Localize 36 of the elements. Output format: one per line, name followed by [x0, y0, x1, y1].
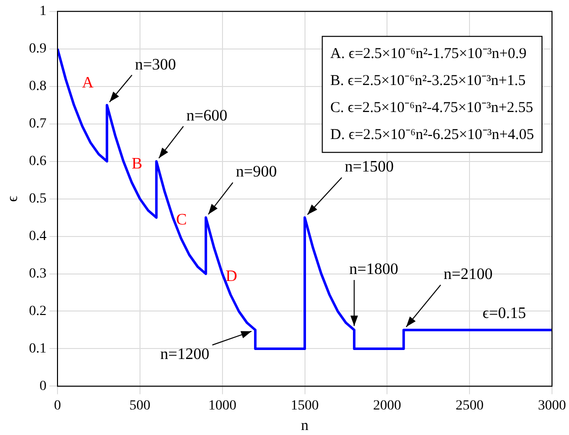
y-tick-label: 0.4 [29, 228, 46, 244]
annotation: D [226, 268, 238, 285]
x-tick-label: 500 [129, 398, 150, 414]
x-tick-label: 3000 [538, 398, 566, 414]
annotation: B. ϵ=2.5×10⁻⁶n²-3.25×10⁻³n+1.5 [330, 72, 526, 89]
annotation: n=1500 [344, 158, 394, 176]
annotation: ϵ=0.15 [482, 305, 526, 322]
y-tick-label: 0.2 [29, 304, 46, 319]
y-tick-label: 0.3 [29, 266, 46, 282]
annotation: n=300 [134, 56, 176, 74]
y-axis-title: ϵ [4, 196, 21, 202]
x-tick-label: 0 [54, 398, 61, 414]
x-axis-title: n [301, 418, 309, 434]
x-tick-label: 2500 [456, 398, 484, 414]
annotation: n=1200 [160, 346, 210, 364]
x-tick-label: 2000 [373, 398, 402, 414]
x-tick-label: 1000 [208, 398, 236, 414]
annotation: n=1800 [349, 261, 398, 278]
annotation: D. ϵ=2.5×10⁻⁶n²-6.25×10⁻³n+4.05 [330, 126, 534, 143]
y-tick-label: 0.8 [29, 79, 46, 94]
y-tick-label: 0.5 [29, 191, 46, 206]
y-tick-label: 0 [40, 378, 46, 394]
annotation: n=900 [236, 164, 277, 181]
annotation: B [132, 156, 142, 173]
y-tick-label: 1 [40, 4, 46, 20]
annotation: A. ϵ=2.5×10⁻⁶n²-1.75×10⁻³n+0.9 [330, 46, 527, 62]
annotation: C [176, 212, 187, 229]
x-tick-label: 1500 [290, 398, 319, 414]
y-tick-label: 0.9 [29, 42, 46, 57]
annotation: C. ϵ=2.5×10⁻⁶n²-4.75×10⁻³n+2.55 [330, 100, 534, 116]
annotation: n=600 [186, 108, 228, 125]
y-tick-label: 0.1 [29, 341, 46, 356]
annotation: A [82, 74, 94, 92]
y-tick-label: 0.6 [29, 154, 46, 169]
y-tick-label: 0.7 [29, 116, 46, 132]
annotation: n=2100 [444, 266, 493, 284]
